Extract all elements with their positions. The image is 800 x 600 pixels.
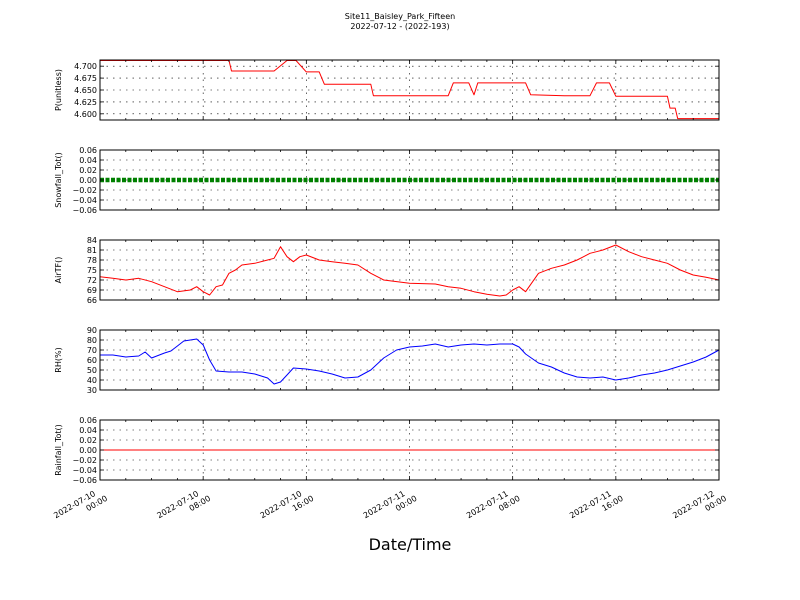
y-tick-label: 40 bbox=[87, 376, 97, 385]
y-tick-label: 50 bbox=[87, 366, 97, 375]
y-tick-label: 4.700 bbox=[74, 62, 97, 71]
subplot-snowfall: −0.06−0.04−0.020.000.020.040.06 Snowfall_… bbox=[54, 146, 720, 215]
x-tick-label: 2022-07-1008:00 bbox=[155, 485, 212, 529]
y-tick-label: 0.02 bbox=[79, 166, 97, 175]
y-tick-label: 0.00 bbox=[79, 446, 97, 455]
y-tick-label: 69 bbox=[87, 286, 97, 295]
y-tick-label: −0.02 bbox=[72, 186, 97, 195]
y-tick-label: 4.650 bbox=[74, 86, 97, 95]
y-tick-label: 78 bbox=[87, 256, 97, 265]
y-tick-label: −0.02 bbox=[72, 456, 97, 465]
y-tick-label: 80 bbox=[87, 336, 97, 345]
axes-frame bbox=[99, 239, 720, 301]
y-tick-label: 30 bbox=[87, 386, 97, 395]
x-tick-label: 2022-07-1108:00 bbox=[465, 485, 522, 529]
y-tick-label: 60 bbox=[87, 356, 97, 365]
axes-frame bbox=[99, 329, 720, 391]
y-tick-label: 90 bbox=[87, 326, 97, 335]
subplots: 4.600 4.625 4.650 4.675 4.700 P(unitless) −0.0… bbox=[54, 59, 720, 485]
y-tick-label: −0.06 bbox=[72, 476, 97, 485]
y-axis-label: AirTF() bbox=[54, 257, 63, 284]
figure-subtitle: 2022-07-12 - (2022-193) bbox=[350, 22, 449, 31]
x-tick-label: 2022-07-1000:00 bbox=[52, 485, 109, 529]
subplot-rainfall: −0.06−0.04−0.020.000.020.040.06 Rainfall_… bbox=[54, 416, 720, 485]
y-tick-label: 0.06 bbox=[79, 146, 97, 155]
x-tick-label: 2022-07-1016:00 bbox=[259, 485, 316, 529]
y-axis-label: P(unitless) bbox=[54, 69, 63, 111]
x-tick-label: 2022-07-1116:00 bbox=[568, 485, 625, 529]
y-tick-label: 72 bbox=[87, 276, 97, 285]
y-tick-label: 0.00 bbox=[79, 176, 97, 185]
y-tick-label: −0.04 bbox=[72, 466, 97, 475]
axes-frame bbox=[99, 59, 720, 121]
y-axis-label: Rainfall_Tot() bbox=[54, 424, 63, 476]
y-tick-label: 4.600 bbox=[74, 110, 97, 119]
x-axis-label: Date/Time bbox=[369, 535, 452, 554]
y-tick-label: 75 bbox=[87, 266, 97, 275]
y-tick-label: 81 bbox=[87, 246, 97, 255]
y-axis-label: Snowfall_Tot() bbox=[54, 152, 63, 208]
y-tick-label: 0.04 bbox=[79, 426, 97, 435]
series-line-pressure bbox=[100, 60, 719, 120]
series-line-air-temp bbox=[99, 244, 720, 297]
y-tick-label: 4.625 bbox=[74, 98, 97, 107]
y-axis-label: RH(%) bbox=[54, 347, 63, 372]
subplot-pressure: 4.600 4.625 4.650 4.675 4.700 P(unitless) bbox=[54, 59, 720, 121]
y-tick-label: 66 bbox=[87, 296, 97, 305]
y-tick-label: 4.675 bbox=[74, 74, 97, 83]
y-tick-label: −0.06 bbox=[72, 206, 97, 215]
y-tick-label: 70 bbox=[87, 346, 97, 355]
x-tick-label: 2022-07-1200:00 bbox=[671, 485, 728, 529]
y-tick-label: 0.04 bbox=[79, 156, 97, 165]
y-tick-label: 0.02 bbox=[79, 436, 97, 445]
x-tick-label: 2022-07-1100:00 bbox=[362, 485, 419, 529]
x-tick-labels: 2022-07-1000:00 2022-07-1008:00 2022-07-10… bbox=[52, 485, 728, 529]
y-tick-label: −0.04 bbox=[72, 196, 97, 205]
y-tick-label: 84 bbox=[87, 236, 97, 245]
y-tick-label: 0.06 bbox=[79, 416, 97, 425]
series-line-rh bbox=[100, 338, 720, 385]
figure-title: Site11_Baisley_Park_Fifteen bbox=[345, 12, 455, 21]
